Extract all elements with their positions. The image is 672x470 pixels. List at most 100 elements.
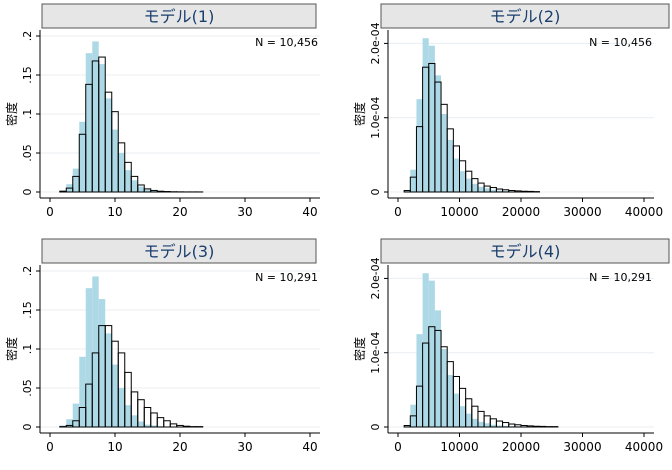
bar-filled: [477, 421, 485, 427]
bar-filled: [85, 53, 93, 192]
histogram-panel-3: モデル(3) 0 .05 .1 .15 .2 0 10 20 30 40 密度 N = 10,291: [4, 238, 320, 454]
bar-filled: [496, 425, 503, 427]
bar-outline: [538, 425, 547, 428]
bar-filled: [434, 75, 442, 192]
bar-filled: [124, 170, 132, 192]
y-tick-label: 2.0e-04: [369, 257, 382, 299]
bar-filled: [434, 310, 442, 427]
y-tick-label: 0: [21, 424, 34, 431]
x-tick-label: 0: [394, 440, 402, 454]
bar-filled: [150, 425, 158, 427]
bar-filled: [137, 421, 145, 427]
bar-filled: [422, 273, 429, 427]
bar-filled: [137, 186, 145, 192]
bar-filled: [502, 190, 509, 192]
x-tick-label: 20: [172, 205, 187, 219]
x-tick-label: 40: [302, 205, 317, 219]
y-tick-label: .05: [21, 379, 34, 397]
bar-outline: [130, 175, 139, 193]
x-tick-label: 30: [237, 440, 252, 454]
x-tick-label: 20000: [502, 440, 540, 454]
bar-filled: [447, 375, 454, 427]
bar-filled: [477, 186, 485, 192]
y-axis-label: 密度: [352, 102, 367, 126]
y-tick-label: 0: [369, 424, 382, 431]
chart-title: モデル(2): [490, 7, 561, 26]
x-tick-label: 0: [46, 440, 54, 454]
y-tick-label: 1.0e-04: [369, 97, 382, 139]
y-axis-label: 密度: [352, 337, 367, 361]
bar-filled: [490, 189, 497, 192]
bar-filled: [453, 393, 460, 427]
sample-size-annotation: N = 10,456: [255, 36, 318, 49]
y-tick-label: .15: [21, 66, 34, 84]
bar-outline: [520, 190, 528, 193]
bar-filled: [144, 424, 151, 427]
y-tick-label: .1: [21, 344, 34, 355]
x-tick-label: 10000: [440, 205, 478, 219]
y-tick-label: .05: [21, 144, 34, 162]
bar-filled: [150, 190, 158, 192]
sample-size-annotation: N = 10,456: [589, 36, 652, 49]
bar-filled: [124, 405, 132, 427]
bar-filled: [471, 183, 478, 192]
y-tick-label: 2.0e-04: [369, 22, 382, 64]
x-tick-label: 40000: [625, 440, 663, 454]
bar-filled: [85, 288, 93, 427]
title-bar: [41, 238, 317, 264]
bar-filled: [471, 418, 478, 427]
bar-filled: [111, 364, 119, 427]
bar-filled: [98, 64, 106, 192]
x-tick-label: 0: [46, 205, 54, 219]
sample-size-annotation: N = 10,291: [255, 271, 318, 284]
histogram-panel-2: モデル(2) 0 1.0e-04 2.0e-04 0 10000 20000 30000 400…: [352, 3, 670, 219]
x-tick-label: 40000: [625, 205, 663, 219]
x-tick-label: 30: [237, 205, 252, 219]
bar-filled: [422, 38, 429, 192]
bar-filled: [111, 129, 119, 192]
bar-filled: [410, 169, 417, 192]
y-axis-label: 密度: [4, 102, 19, 126]
bar-filled: [79, 356, 86, 427]
bar-outline: [59, 190, 67, 193]
bar-filled: [118, 388, 125, 427]
y-axis-label: 密度: [4, 337, 19, 361]
bar-outline: [526, 190, 534, 193]
x-tick-label: 30000: [563, 205, 601, 219]
bar-filled: [490, 424, 497, 427]
y-tick-label: 0: [369, 189, 382, 196]
x-tick-label: 20: [172, 440, 187, 454]
x-tick-label: 10: [107, 205, 122, 219]
sample-size-annotation: N = 10,291: [589, 271, 652, 284]
bar-filled: [484, 188, 491, 192]
bar-filled: [459, 171, 466, 192]
bar-outline: [156, 190, 165, 193]
histogram-panel-1: モデル(1) 0 .05 .1 .15 .2 0 10 20 30 40 密度 N = 10,456: [4, 3, 320, 219]
title-bar: [380, 3, 670, 29]
y-tick-label: 1.0e-04: [369, 332, 382, 374]
bar-filled: [416, 99, 423, 192]
y-tick-label: .1: [21, 109, 34, 120]
bar-filled: [484, 423, 491, 427]
bar-filled: [447, 140, 454, 192]
chart-title: モデル(1): [144, 7, 215, 26]
bar-filled: [404, 190, 411, 192]
bar-filled: [92, 276, 99, 427]
bar-filled: [79, 121, 86, 192]
bar-filled: [441, 349, 448, 427]
histogram-panel-4: モデル(4) 0 1.0e-04 2.0e-04 0 10000 20000 30000 400…: [352, 238, 670, 454]
title-bar: [41, 3, 317, 29]
y-tick-label: .15: [21, 301, 34, 319]
bar-outline: [182, 425, 191, 428]
x-tick-label: 0: [394, 205, 402, 219]
bar-filled: [428, 280, 435, 427]
bar-filled: [465, 413, 472, 427]
bar-filled: [98, 299, 106, 427]
x-tick-label: 10: [107, 440, 122, 454]
bar-filled: [144, 189, 151, 192]
bar-filled: [92, 41, 99, 193]
bar-filled: [428, 45, 435, 193]
title-bar: [380, 238, 670, 264]
bar-filled: [441, 114, 448, 192]
